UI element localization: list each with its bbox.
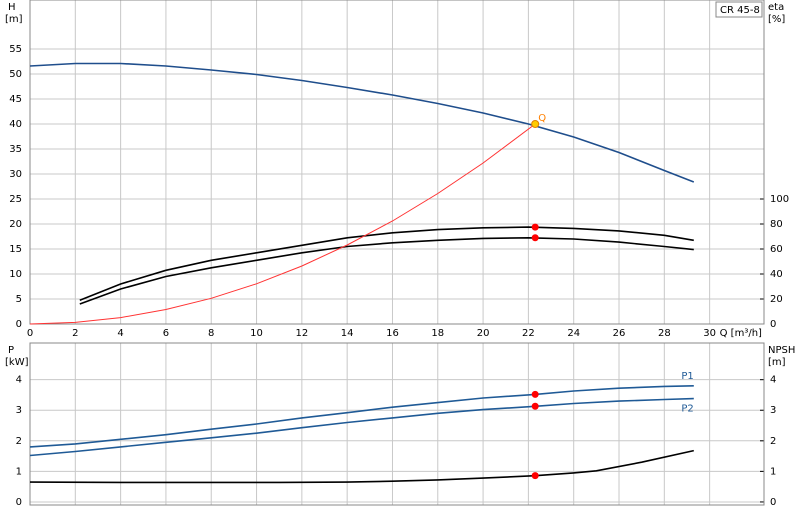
- curve: [29, 385, 694, 448]
- y-tick-label: 45: [9, 94, 22, 105]
- x-tick-label: 14: [341, 328, 354, 339]
- y-tick-label: 25: [9, 194, 22, 205]
- operating-point: [531, 120, 540, 128]
- series-label: P1: [681, 371, 693, 382]
- x-axis-title: Q [m³/h]: [720, 328, 762, 339]
- curve: [79, 236, 694, 305]
- y2-tick-label: 0: [770, 319, 776, 330]
- x-tick-label: 26: [613, 328, 626, 339]
- x-tick-label: 12: [295, 328, 308, 339]
- y2-tick-label: 4: [770, 375, 776, 386]
- model-box: [715, 1, 763, 18]
- x-tick-label: 4: [117, 328, 123, 339]
- y2-tick-label: 2: [770, 436, 776, 447]
- y-tick-label: 3: [16, 405, 22, 416]
- y-tick-label: 0: [16, 497, 22, 508]
- y2-tick-label: 60: [770, 244, 783, 255]
- x-tick-label: 24: [567, 328, 580, 339]
- plot-frame: [29, 342, 765, 506]
- operating-point: [531, 390, 539, 398]
- y-tick-label: 4: [16, 375, 22, 386]
- y2-tick-label: 100: [770, 194, 789, 205]
- y2-axis-title: eta: [768, 2, 784, 13]
- x-tick-label: 2: [72, 328, 78, 339]
- operating-point: [531, 402, 539, 410]
- y2-tick-label: 80: [770, 219, 783, 230]
- y-tick-label: 2: [16, 436, 22, 447]
- operating-point: [531, 472, 539, 480]
- curve: [29, 62, 695, 183]
- x-tick-label: 16: [386, 328, 399, 339]
- x-tick-label: 30: [703, 328, 716, 339]
- x-tick-label: 22: [522, 328, 535, 339]
- y-axis-unit: [m]: [5, 14, 23, 25]
- y-axis-title: P: [8, 345, 14, 356]
- x-tick-label: 6: [163, 328, 169, 339]
- x-tick-label: 10: [250, 328, 263, 339]
- curve: [79, 226, 694, 302]
- operating-point: [531, 234, 539, 242]
- x-tick-label: 0: [27, 328, 33, 339]
- y-tick-label: 30: [9, 169, 22, 180]
- operating-point: [531, 223, 539, 231]
- x-tick-label: 20: [477, 328, 490, 339]
- y2-tick-label: 1: [770, 466, 776, 477]
- y2-axis-unit: [m]: [768, 357, 786, 368]
- plot-frame: [29, 0, 765, 325]
- x-tick-label: 18: [431, 328, 444, 339]
- y2-tick-label: 3: [770, 405, 776, 416]
- y-tick-label: 35: [9, 144, 22, 155]
- y2-tick-label: 40: [770, 269, 783, 280]
- y-tick-label: 20: [9, 219, 22, 230]
- y-axis-unit: [kW]: [5, 357, 29, 368]
- model-label: CR 45-8: [720, 5, 760, 16]
- y-tick-label: 10: [9, 269, 22, 280]
- curve: [29, 397, 694, 457]
- point-label: Q: [538, 113, 546, 124]
- y-tick-label: 5: [16, 294, 22, 305]
- y-tick-label: 0: [16, 319, 22, 330]
- x-tick-label: 28: [658, 328, 671, 339]
- y-tick-label: 55: [9, 44, 22, 55]
- y2-tick-label: 20: [770, 294, 783, 305]
- y2-axis-unit: [%]: [768, 14, 785, 25]
- series-label: P2: [681, 404, 693, 415]
- y-axis-title: H: [8, 2, 16, 13]
- curve: [29, 123, 536, 325]
- y-tick-label: 15: [9, 244, 22, 255]
- y2-tick-label: 0: [770, 497, 776, 508]
- curve: [29, 449, 694, 484]
- y-tick-label: 50: [9, 69, 22, 80]
- y2-axis-title: NPSH: [768, 345, 795, 356]
- y-tick-label: 40: [9, 119, 22, 130]
- y-tick-label: 1: [16, 466, 22, 477]
- x-tick-label: 8: [208, 328, 214, 339]
